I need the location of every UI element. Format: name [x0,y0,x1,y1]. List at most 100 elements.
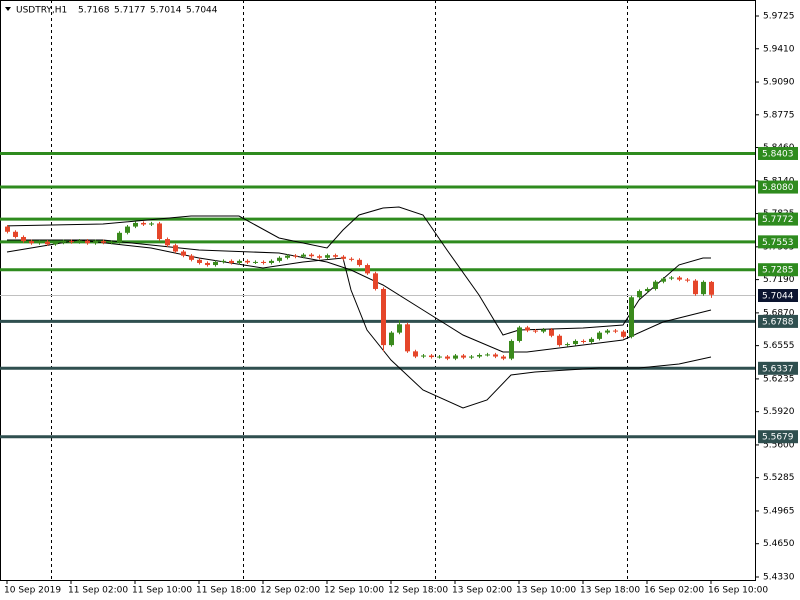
y-tick-label: 5.4650 [763,539,795,549]
level-label-box [758,314,798,328]
candle-body [645,288,650,292]
level-label-box [758,146,798,160]
candle-body [365,265,370,274]
candle-body [493,354,498,357]
candle-body [117,232,122,243]
candle-body [213,261,218,266]
candle-body [221,260,226,262]
candle-body [85,240,90,244]
candle-body [621,331,626,337]
candle-body [181,251,186,256]
candle-body [373,273,378,289]
header-low: 5.7014 [150,6,182,16]
candle-body [237,260,242,263]
level-label: 5.6788 [762,317,794,327]
y-tick-label: 5.6555 [763,341,795,351]
candle-body [437,356,442,358]
candle-body [541,329,546,332]
axes: 5.97255.94105.90905.87755.84605.81405.78… [4,12,798,596]
candle-body [317,256,322,258]
level-label-box [758,235,798,249]
candle-body [509,340,514,359]
bollinger-band [6,239,712,409]
candle-body [381,288,386,346]
candle-body [109,242,114,244]
candle-body [325,255,330,258]
candle-body [477,354,482,357]
level-label: 5.5679 [762,433,794,443]
candle-body [141,222,146,225]
candle-body [93,241,98,244]
level-label: 5.8403 [762,149,794,159]
candle-body [69,241,74,243]
candle-body [605,330,610,333]
candle-body [405,324,410,352]
candle-body [453,355,458,359]
level-label: 5.8080 [762,183,794,193]
candle-body [501,356,506,359]
chart-title: USDTRY,H1 [16,6,67,16]
candle-body [469,356,474,358]
candle-body [245,260,250,263]
candle-body [397,324,402,333]
candle-body [61,241,66,243]
candle-body [309,254,314,257]
x-tick-label: 11 Sep 18:00 [196,586,256,596]
y-tick-label: 5.6870 [763,308,795,318]
candle-body [165,239,170,246]
candle-body [685,279,690,281]
candle-body [149,223,154,225]
current-price-box [758,289,798,302]
y-tick-label: 5.7190 [763,275,795,285]
candle-body [557,335,562,346]
header-open: 5.7168 [78,6,110,16]
candles [5,221,714,361]
candle-body [517,327,522,341]
bollinger-band [7,239,712,353]
candle-body [701,281,706,295]
level-label: 5.7285 [762,266,794,276]
candle-body [229,260,234,263]
x-tick-label: 16 Sep 10:00 [708,586,768,596]
candle-body [533,330,538,332]
candle-body [301,254,306,257]
candle-body [413,351,418,357]
candle-body [589,338,594,342]
y-tick-label: 5.8775 [763,110,795,120]
candle-body [661,278,666,282]
candle-body [581,340,586,342]
level-label-box [758,212,798,226]
candle-body [293,255,298,257]
candle-body [693,280,698,295]
candle-body [197,259,202,263]
candle-body [349,258,354,260]
x-tick-label: 12 Sep 18:00 [388,586,448,596]
candle-body [669,277,674,279]
candle-body [45,241,50,245]
level-label: 5.7772 [762,215,794,225]
y-tick-label: 5.9090 [763,78,795,88]
candle-body [549,329,554,336]
candle-body [189,255,194,260]
candle-body [21,236,26,242]
x-tick-label: 11 Sep 02:00 [68,586,128,596]
menu-arrow[interactable] [5,7,11,11]
candle-body [445,356,450,359]
candle-body [157,223,162,240]
candle-body [341,256,346,259]
levels [0,151,755,439]
y-tick-label: 5.5920 [763,407,795,417]
level-label-box [758,180,798,194]
separators [51,0,628,580]
x-tick-label: 11 Sep 10:00 [132,586,192,596]
header-close: 5.7044 [186,6,218,16]
candle-body [101,241,106,243]
y-tick-label: 5.5600 [763,440,795,450]
candle-body [205,262,210,266]
x-tick-label: 13 Sep 18:00 [580,586,640,596]
y-tick-label: 5.9410 [763,44,795,54]
y-tick-label: 5.6235 [763,374,795,384]
candle-body [461,355,466,358]
candle-body [653,281,658,289]
